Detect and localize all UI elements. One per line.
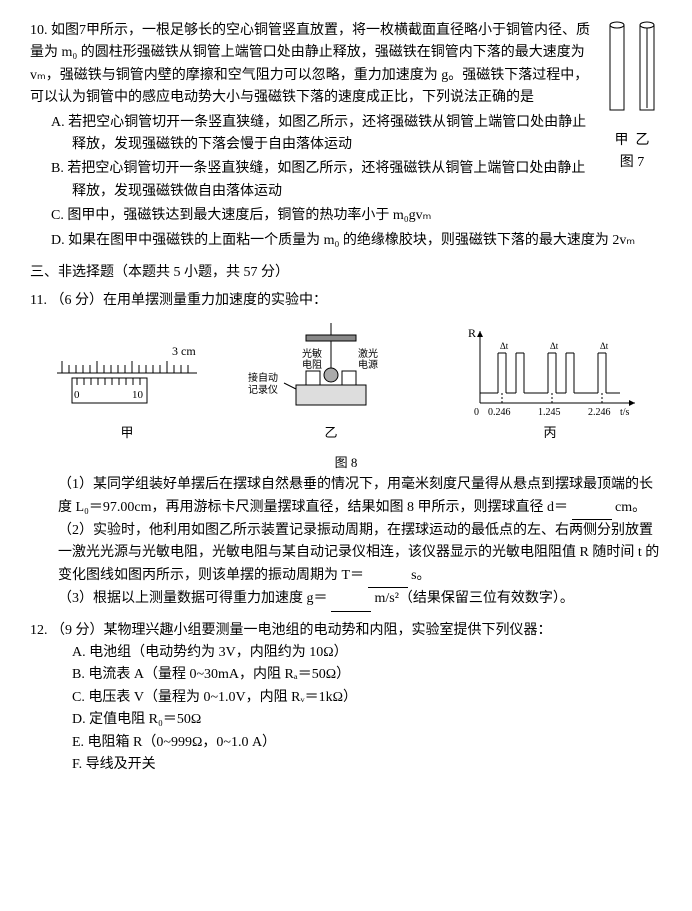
q11-stem: （6 分）在用单摆测量重力加速度的实验中： xyxy=(50,293,327,308)
app-t3a: 激光 xyxy=(358,347,378,360)
graph-xunit: t/s xyxy=(620,407,630,418)
app-t1a: 接自动 xyxy=(248,371,278,384)
q10-option-c: C. 图甲中，强磁铁达到最大速度后，铜管的热功率小于 m₀gvₘ xyxy=(30,205,662,227)
q10-option-a: A. 若把空心铜管切开一条竖直狭缝，如图乙所示，还将强磁铁从铜管上端管口处由静止… xyxy=(30,112,662,157)
q12-item-a: A. 电池组（电动势约为 3V，内阻约为 10Ω） xyxy=(30,642,662,664)
graph-x2: 1.245 xyxy=(538,407,561,418)
question-11: 11. （6 分）在用单摆测量重力加速度的实验中： 3 cm 0 xyxy=(30,290,662,611)
apparatus-svg: 接自动 记录仪 光敏 电阻 激光 电源 xyxy=(246,323,416,423)
q11-part2-unit: s。 xyxy=(411,568,430,583)
q11-blank-t[interactable] xyxy=(368,565,408,588)
fig8-jia-label: 甲 xyxy=(52,423,202,444)
ruler-len: 3 cm xyxy=(172,344,196,358)
question-12: 12. （9 分）某物理兴趣小组要测量一电池组的电动势和内阻，实验室提供下列仪器… xyxy=(30,620,662,777)
q11-part3-unit: m/s²（结果保留三位有效数字）。 xyxy=(375,591,574,606)
vernier-svg: 3 cm 0 10 xyxy=(52,343,202,423)
section-3-title: 三、非选择题（本题共 5 小题，共 57 分） xyxy=(30,262,662,284)
question-10: 甲 乙 图 7 10. 如图7甲所示，一根足够长的空心铜管竖直放置，将一枚横截面… xyxy=(30,20,662,254)
fig8-bing: R Δt Δt Δt 0 0.246 xyxy=(460,323,640,444)
app-t3b: 电源 xyxy=(358,358,378,371)
q12-item-d: D. 定值电阻 R₀＝50Ω xyxy=(30,709,662,731)
fig8-jia: 3 cm 0 10 甲 xyxy=(52,343,202,444)
scale-10: 10 xyxy=(132,389,144,401)
q10-option-d: D. 如果在图甲中强磁铁的上面粘一个质量为 m₀ 的绝缘橡胶块，则强磁铁下落的最… xyxy=(30,230,662,252)
fig8-yi: 接自动 记录仪 光敏 电阻 激光 电源 乙 xyxy=(246,323,416,444)
q12-stem: （9 分）某物理兴趣小组要测量一电池组的电动势和内阻，实验室提供下列仪器： xyxy=(51,623,552,638)
q12-item-c: C. 电压表 V（量程为 0~1.0V，内阻 Rᵥ＝1kΩ） xyxy=(30,687,662,709)
q10-option-b: B. 若把空心铜管切开一条竖直狭缝，如图乙所示，还将强磁铁从铜管上端管口处由静止… xyxy=(30,158,662,203)
figure-7: 甲 乙 图 7 xyxy=(602,20,662,175)
tube-diagram xyxy=(602,20,662,130)
q12-item-b: B. 电流表 A（量程 0~30mA，内阻 Rₐ＝50Ω） xyxy=(30,664,662,686)
app-t2a: 光敏 xyxy=(302,347,322,360)
graph-x3: 2.246 xyxy=(588,407,611,418)
q11-blank-g[interactable] xyxy=(331,588,371,611)
figure-8-row: 3 cm 0 10 甲 xyxy=(30,323,662,444)
q10-stem: 如图7甲所示，一根足够长的空心铜管竖直放置，将一枚横截面直径略小于铜管内径、质量… xyxy=(30,23,590,105)
fig7-yi: 乙 xyxy=(636,133,650,148)
graph-ylabel: R xyxy=(468,326,476,340)
q11-part2: （2）实验时，他利用如图乙所示装置记录振动周期，在摆球运动的最低点的左、右两侧分… xyxy=(58,523,659,583)
scale-0: 0 xyxy=(74,389,80,401)
q12-number: 12. xyxy=(30,623,48,638)
q10-number: 10. xyxy=(30,23,48,38)
q11-number: 11. xyxy=(30,293,47,308)
q11-part3-wrap: （3）根据以上测量数据可得重力加速度 g＝ m/s²（结果保留三位有效数字）。 xyxy=(30,588,662,611)
dt3: Δt xyxy=(600,341,609,351)
app-t2b: 电阻 xyxy=(302,358,322,371)
graph-x1: 0.246 xyxy=(488,407,511,418)
dt1: Δt xyxy=(500,341,509,351)
graph-0: 0 xyxy=(474,407,479,418)
fig7-jia: 甲 xyxy=(615,133,629,148)
q11-part3: （3）根据以上测量数据可得重力加速度 g＝ xyxy=(58,591,328,606)
q11-part1: （1）某同学组装好单摆后在摆球自然悬垂的情况下，用毫米刻度尺量得从悬点到摆球最顶… xyxy=(58,477,653,514)
fig8-bing-label: 丙 xyxy=(460,423,640,444)
q12-item-f: F. 导线及开关 xyxy=(30,754,662,776)
q11-part2-wrap: （2）实验时，他利用如图乙所示装置记录振动周期，在摆球运动的最低点的左、右两侧分… xyxy=(30,520,662,588)
q11-blank-d[interactable] xyxy=(572,497,612,520)
q12-item-e: E. 电阻箱 R（0~999Ω，0~1.0 A） xyxy=(30,732,662,754)
app-t1b: 记录仪 xyxy=(248,384,278,396)
fig8-yi-label: 乙 xyxy=(246,423,416,444)
q11-part1-unit: cm。 xyxy=(615,500,646,515)
q11-part1-wrap: （1）某同学组装好单摆后在摆球自然悬垂的情况下，用毫米刻度尺量得从悬点到摆球最顶… xyxy=(30,474,662,520)
fig7-caption: 图 7 xyxy=(602,152,662,174)
dt2: Δt xyxy=(550,341,559,351)
graph-svg: R Δt Δt Δt 0 0.246 xyxy=(460,323,640,423)
fig8-caption: 图 8 xyxy=(30,453,662,474)
